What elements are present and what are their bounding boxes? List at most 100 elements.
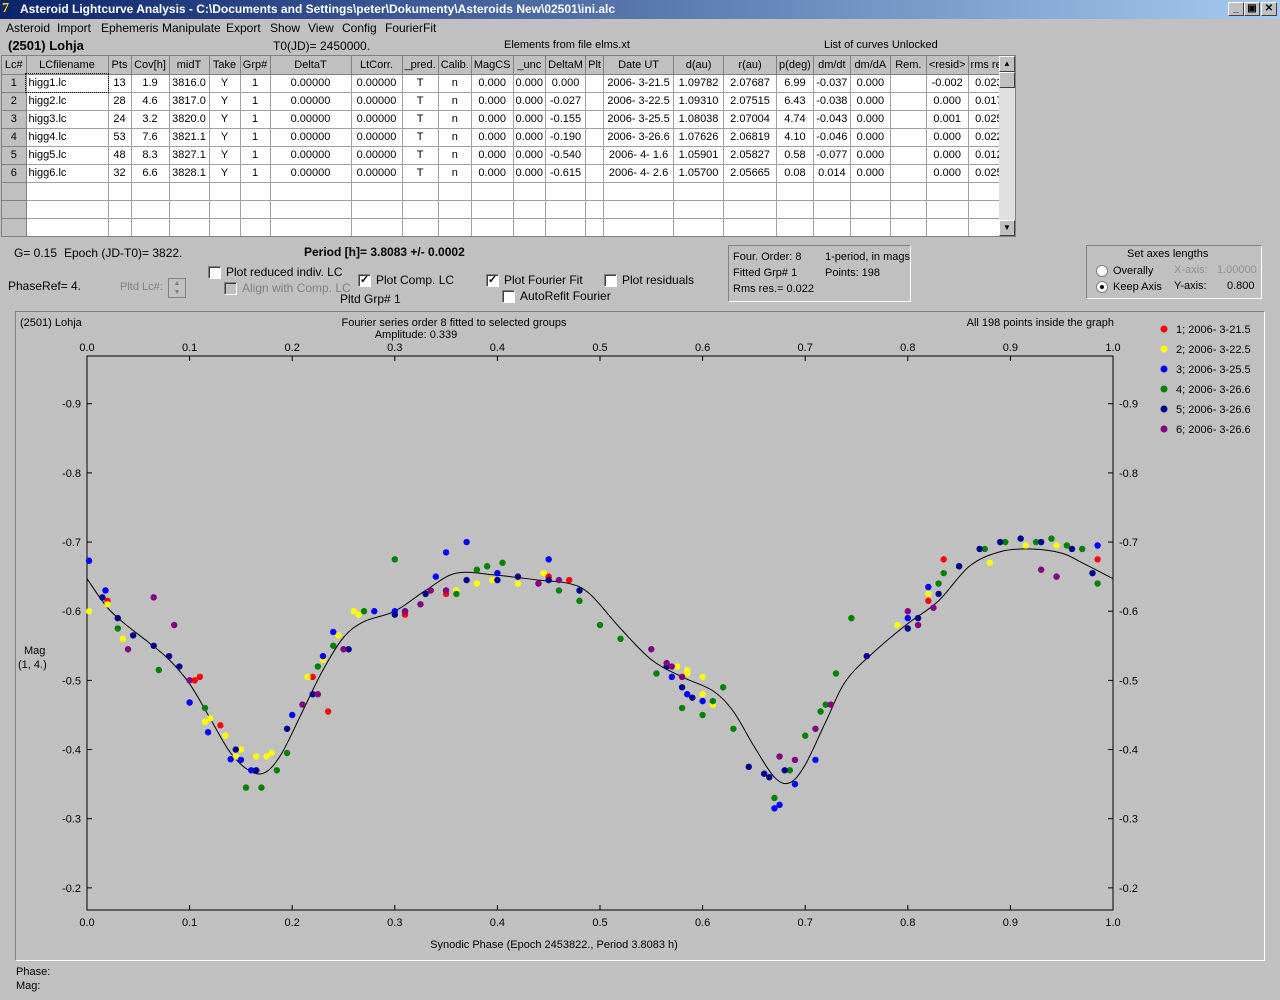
table-cell[interactable]: n bbox=[438, 74, 472, 93]
table-cell[interactable]: higg4.lc bbox=[26, 128, 109, 147]
table-cell[interactable]: 2.05827 bbox=[723, 146, 778, 165]
table-cell[interactable] bbox=[890, 164, 927, 183]
table-cell[interactable] bbox=[513, 182, 547, 201]
table-cell[interactable] bbox=[270, 200, 352, 219]
column-header[interactable]: p(deg) bbox=[776, 56, 814, 75]
menu-asteroid[interactable]: Asteroid bbox=[6, 21, 51, 35]
table-cell[interactable] bbox=[673, 200, 725, 219]
table-cell[interactable]: 2.06819 bbox=[723, 128, 778, 147]
table-cell[interactable]: 2.07004 bbox=[723, 110, 778, 129]
table-cell[interactable]: 1.07626 bbox=[673, 128, 725, 147]
menu-manipulate[interactable]: Manipulate bbox=[162, 21, 221, 35]
column-header[interactable]: r(au) bbox=[723, 56, 778, 75]
menu-fourierfit[interactable]: FourierFit bbox=[385, 21, 437, 35]
table-cell[interactable] bbox=[351, 218, 403, 236]
overall-radio[interactable]: Overally bbox=[1096, 265, 1153, 277]
table-cell[interactable] bbox=[240, 218, 271, 236]
table-cell[interactable]: 7.6 bbox=[131, 128, 170, 147]
table-cell[interactable] bbox=[131, 200, 170, 219]
scroll-up-icon[interactable]: ▲ bbox=[999, 56, 1015, 72]
row-header[interactable] bbox=[2, 182, 27, 201]
table-cell[interactable]: 1 bbox=[240, 92, 271, 111]
table-cell[interactable] bbox=[813, 182, 851, 201]
table-cell[interactable]: 0.00000 bbox=[270, 128, 352, 147]
radio-on-icon[interactable] bbox=[1096, 281, 1108, 293]
table-cell[interactable] bbox=[585, 200, 605, 219]
table-cell[interactable]: 0.00000 bbox=[351, 74, 403, 93]
table-cell[interactable] bbox=[108, 182, 132, 201]
column-header[interactable]: Date UT bbox=[603, 56, 675, 75]
table-row[interactable] bbox=[2, 182, 1011, 201]
table-cell[interactable]: n bbox=[438, 110, 472, 129]
table-cell[interactable]: 0.000 bbox=[471, 128, 514, 147]
table-cell[interactable] bbox=[776, 200, 814, 219]
table-cell[interactable]: Y bbox=[209, 92, 241, 111]
table-cell[interactable] bbox=[890, 128, 927, 147]
plot-residuals-checkbox[interactable]: Plot residuals bbox=[604, 273, 694, 287]
table-cell[interactable]: higg5.lc bbox=[26, 146, 109, 165]
table-cell[interactable] bbox=[402, 218, 439, 236]
table-cell[interactable]: -0.027 bbox=[545, 92, 587, 111]
column-header[interactable]: LCfilename bbox=[26, 56, 109, 75]
table-cell[interactable] bbox=[585, 182, 605, 201]
spin-down-icon[interactable]: ▼ bbox=[173, 289, 181, 296]
table-cell[interactable] bbox=[471, 182, 514, 201]
column-header[interactable]: dm/dA bbox=[850, 56, 891, 75]
checkbox-box[interactable] bbox=[224, 281, 237, 295]
table-cell[interactable]: higg3.lc bbox=[26, 110, 109, 129]
table-cell[interactable]: T bbox=[402, 92, 439, 111]
keep-axis-radio[interactable]: Keep Axis bbox=[1096, 281, 1162, 293]
table-cell[interactable] bbox=[585, 128, 605, 147]
table-cell[interactable]: 0.000 bbox=[926, 164, 969, 183]
table-cell[interactable] bbox=[603, 200, 675, 219]
table-cell[interactable] bbox=[402, 182, 439, 201]
table-cell[interactable] bbox=[813, 200, 851, 219]
column-header[interactable]: _pred. bbox=[402, 56, 439, 75]
table-cell[interactable]: Y bbox=[209, 146, 241, 165]
table-cell[interactable]: 2006- 3-26.6 bbox=[603, 128, 675, 147]
table-cell[interactable]: 2006- 4- 2.6 bbox=[603, 164, 675, 183]
table-cell[interactable]: 0.000 bbox=[850, 110, 891, 129]
table-cell[interactable]: -0.038 bbox=[813, 92, 851, 111]
plot-reduced-checkbox[interactable]: Plot reduced indiv. LC bbox=[208, 265, 343, 279]
row-header[interactable] bbox=[2, 218, 27, 236]
table-cell[interactable] bbox=[438, 182, 472, 201]
table-cell[interactable] bbox=[108, 200, 132, 219]
table-cell[interactable]: 1.09310 bbox=[673, 92, 725, 111]
table-cell[interactable] bbox=[890, 182, 927, 201]
row-header[interactable]: 5 bbox=[2, 146, 27, 165]
row-header[interactable]: 4 bbox=[2, 128, 27, 147]
table-cell[interactable]: 0.000 bbox=[471, 146, 514, 165]
table-cell[interactable] bbox=[209, 182, 241, 201]
table-cell[interactable]: 2.05665 bbox=[723, 164, 778, 183]
plot-svg[interactable]: (2501) Lohja Fourier series order 8 fitt… bbox=[16, 312, 1264, 960]
table-cell[interactable]: -0.615 bbox=[545, 164, 587, 183]
table-cell[interactable]: 1.09782 bbox=[673, 74, 725, 93]
menu-ephemeris[interactable]: Ephemeris bbox=[101, 21, 159, 35]
table-cell[interactable]: Y bbox=[209, 110, 241, 129]
table-cell[interactable] bbox=[776, 218, 814, 236]
table-cell[interactable]: 0.58 bbox=[776, 146, 814, 165]
table-cell[interactable] bbox=[850, 182, 891, 201]
table-cell[interactable] bbox=[209, 200, 241, 219]
table-cell[interactable]: 0.00000 bbox=[270, 164, 352, 183]
table-cell[interactable]: Y bbox=[209, 164, 241, 183]
table-cell[interactable] bbox=[926, 218, 969, 236]
spin-up-icon[interactable]: ▲ bbox=[173, 280, 181, 287]
column-header[interactable]: Grp# bbox=[240, 56, 271, 75]
table-cell[interactable] bbox=[585, 92, 605, 111]
table-cell[interactable]: -0.540 bbox=[545, 146, 587, 165]
row-header[interactable]: 3 bbox=[2, 110, 27, 129]
table-cell[interactable]: 4.10 bbox=[776, 128, 814, 147]
table-cell[interactable]: T bbox=[402, 146, 439, 165]
checkbox-box[interactable] bbox=[604, 273, 617, 287]
table-cell[interactable]: Y bbox=[209, 74, 241, 93]
table-cell[interactable]: 0.00000 bbox=[270, 110, 352, 129]
table-cell[interactable]: 0.000 bbox=[471, 74, 514, 93]
lightcurve-plot[interactable]: (2501) Lohja Fourier series order 8 fitt… bbox=[15, 311, 1265, 961]
table-cell[interactable]: 32 bbox=[108, 164, 132, 183]
table-cell[interactable]: 8.3 bbox=[131, 146, 170, 165]
table-cell[interactable]: 2006- 3-22.5 bbox=[603, 92, 675, 111]
